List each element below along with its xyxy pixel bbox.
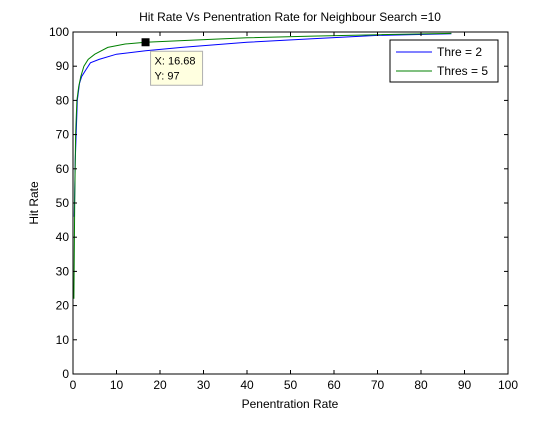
datatip-box bbox=[150, 50, 204, 86]
y-tick-label: 70 bbox=[56, 128, 70, 142]
x-tick-label: 90 bbox=[458, 378, 472, 392]
plot-area bbox=[73, 32, 508, 374]
y-axis-label: Hit Rate bbox=[27, 181, 41, 225]
legend-label-thre-2: Thre = 2 bbox=[437, 45, 482, 59]
y-tick-label: 100 bbox=[49, 25, 69, 39]
x-tick-label: 20 bbox=[153, 378, 167, 392]
y-tick-label: 80 bbox=[56, 93, 70, 107]
legend-box bbox=[389, 39, 499, 83]
y-tick-label: 30 bbox=[56, 264, 70, 278]
datatip-marker[interactable] bbox=[141, 38, 150, 47]
x-tick-label: 70 bbox=[371, 378, 385, 392]
x-tick-label: 60 bbox=[327, 378, 341, 392]
y-tick-label: 40 bbox=[56, 230, 70, 244]
x-tick-label: 80 bbox=[414, 378, 428, 392]
chart-title: Hit Rate Vs Penentration Rate for Neighb… bbox=[139, 10, 441, 24]
y-tick-label: 10 bbox=[56, 333, 70, 347]
x-tick-label: 40 bbox=[240, 378, 254, 392]
datatip-x-text: X: 16.68 bbox=[155, 55, 196, 67]
series-layer bbox=[73, 32, 452, 299]
tick-layer: 0 10 20 30 40 50 60 70 80 90 100 0 10 20 30 40 50 60 70 80 9… bbox=[49, 25, 518, 392]
legend[interactable]: Thre = 2 Thres = 5 bbox=[389, 39, 499, 83]
datatip[interactable]: X: 16.68 Y: 97 bbox=[141, 38, 204, 86]
datatip-y-text: Y: 97 bbox=[155, 70, 180, 82]
x-tick-label: 100 bbox=[498, 378, 518, 392]
y-tick-label: 90 bbox=[56, 59, 70, 73]
y-tick-label: 20 bbox=[56, 299, 70, 313]
x-axis-label: Penentration Rate bbox=[242, 397, 339, 411]
y-tick-label: 50 bbox=[56, 196, 70, 210]
legend-label-thres-5: Thres = 5 bbox=[437, 64, 488, 78]
x-tick-label: 10 bbox=[110, 378, 124, 392]
x-tick-label: 0 bbox=[70, 378, 77, 392]
y-tick-label: 60 bbox=[56, 162, 70, 176]
x-tick-label: 30 bbox=[197, 378, 211, 392]
series-line-thres-5 bbox=[73, 32, 452, 299]
y-tick-label: 0 bbox=[62, 367, 69, 381]
x-tick-label: 50 bbox=[284, 378, 298, 392]
